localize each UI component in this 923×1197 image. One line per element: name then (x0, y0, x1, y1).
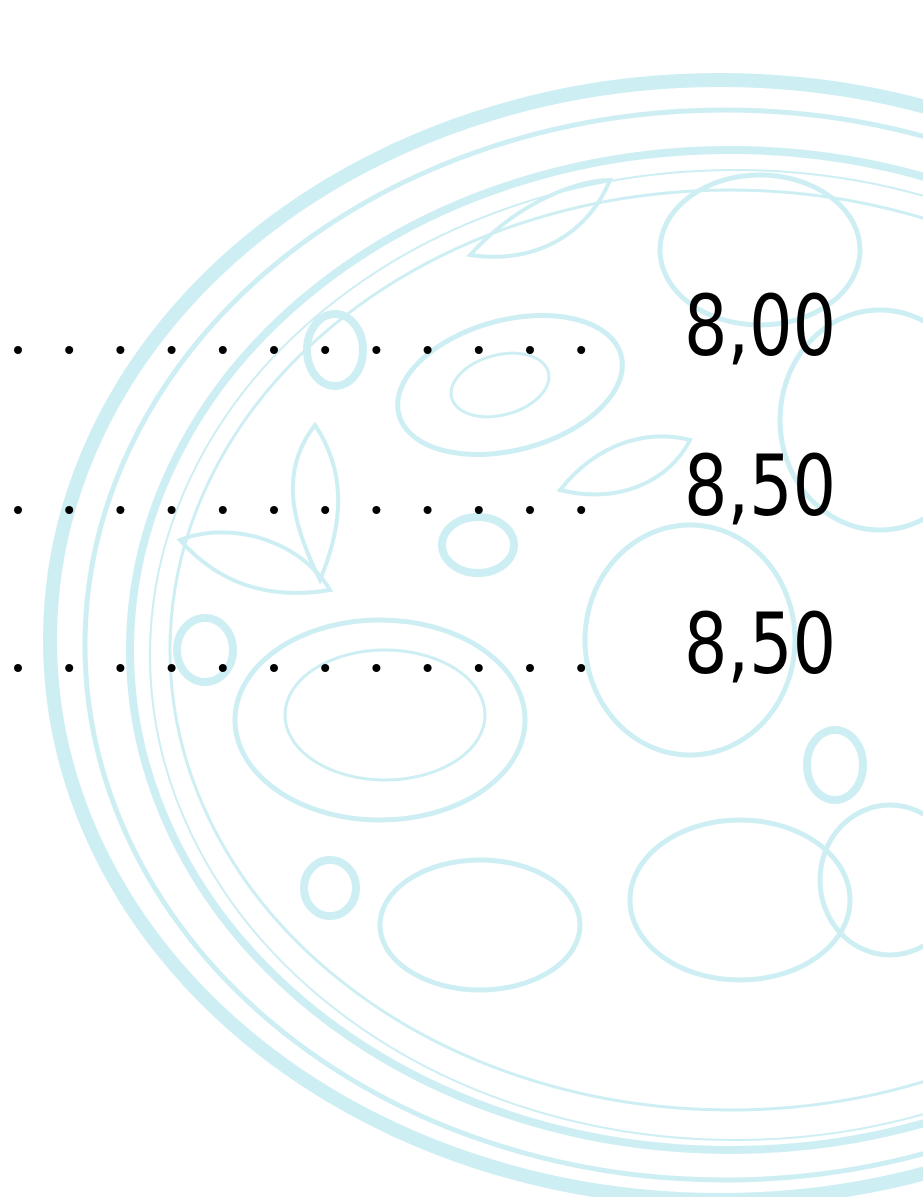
leader-dot (577, 664, 586, 672)
leader-dot (218, 346, 227, 354)
leader-dot (372, 664, 381, 672)
leader-dot (526, 506, 534, 514)
pizza-sketch (43, 73, 923, 1197)
price: 8,50 (684, 437, 836, 535)
leader-dot (65, 346, 74, 354)
leader-dot (321, 346, 330, 354)
leader-dot (474, 664, 483, 672)
leader-dot (577, 346, 586, 354)
leader-dot (218, 664, 227, 672)
dot-leaders (14, 346, 586, 672)
leader-dot (65, 506, 74, 514)
leader-dot (372, 346, 381, 354)
leader-dot (167, 506, 176, 514)
leader-dot (423, 346, 432, 354)
leader-dot (14, 664, 22, 672)
leader-dot (321, 506, 330, 514)
leader-dot (423, 506, 432, 514)
price: 8,50 (684, 595, 836, 693)
leader-dot (14, 506, 22, 514)
leader-dot (423, 664, 432, 672)
leader-dot (270, 506, 278, 514)
leader-dot (321, 664, 330, 672)
leader-dot (14, 346, 22, 354)
leader-dot (270, 664, 278, 672)
leader-dot (116, 664, 125, 672)
leader-dot (116, 346, 125, 354)
leader-dot (526, 664, 534, 672)
leader-dot (167, 664, 176, 672)
leader-dot (116, 506, 125, 514)
price: 8,00 (684, 277, 836, 375)
leader-dot (218, 506, 227, 514)
price-list: 8,00 8,50 8,50 (684, 277, 836, 693)
leader-dot (577, 506, 586, 514)
leader-dot (474, 346, 483, 354)
leader-dot (474, 506, 483, 514)
leader-dot (270, 346, 278, 354)
leader-dot (372, 506, 381, 514)
leader-dot (65, 664, 74, 672)
leader-dot (167, 346, 176, 354)
leader-dot (526, 346, 534, 354)
